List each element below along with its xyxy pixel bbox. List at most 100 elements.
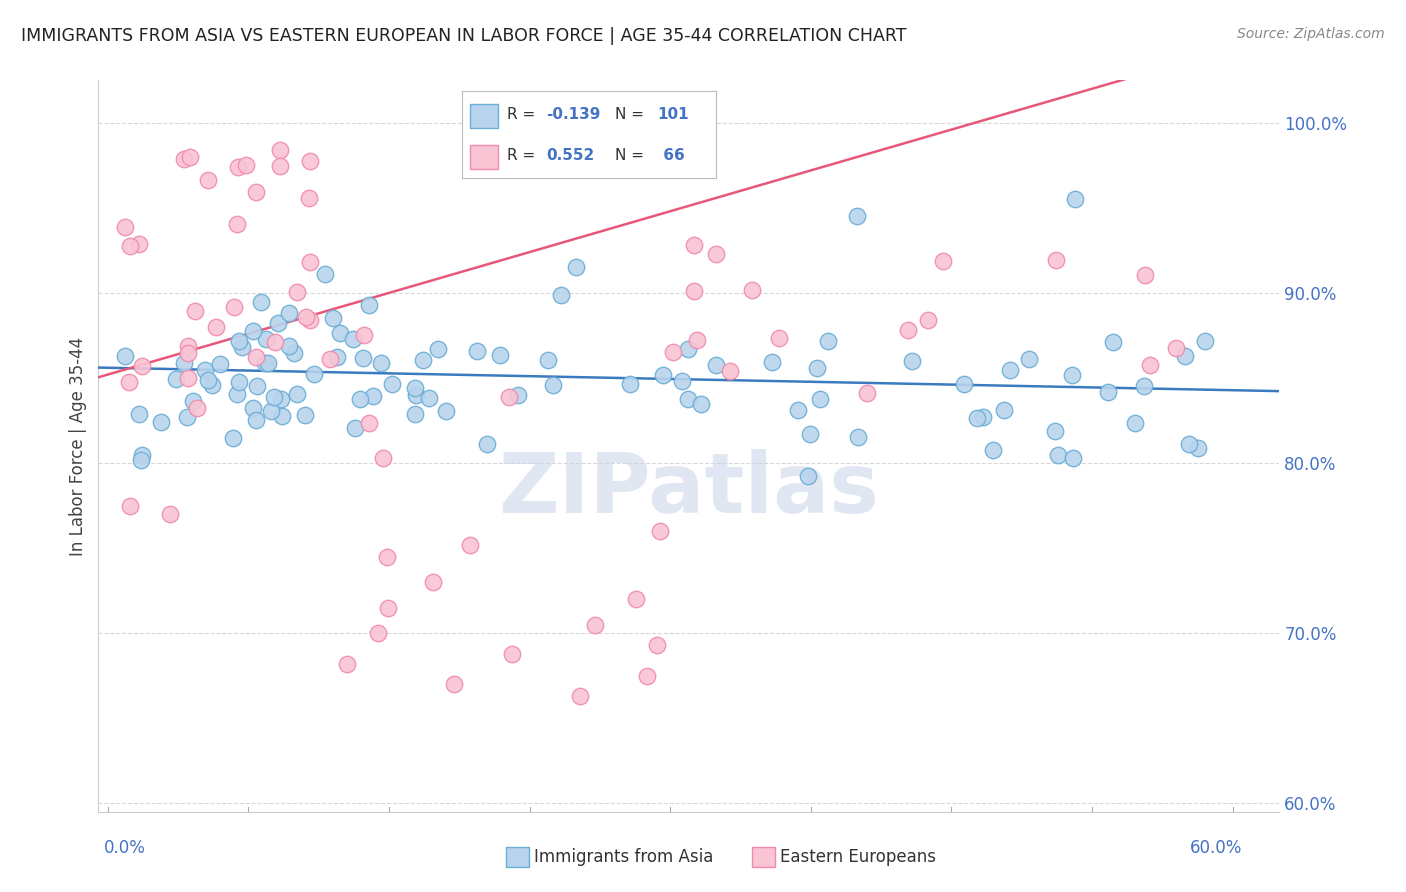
Point bbox=[568, 689, 591, 703]
Point bbox=[342, 332, 364, 346]
Point bbox=[1139, 358, 1161, 372]
Point bbox=[222, 430, 245, 444]
Point bbox=[718, 364, 741, 378]
Point bbox=[298, 191, 321, 205]
Point bbox=[226, 217, 249, 231]
Point bbox=[897, 322, 920, 336]
Point bbox=[270, 409, 292, 423]
Point bbox=[176, 410, 198, 425]
Point bbox=[564, 260, 586, 275]
Point bbox=[318, 351, 340, 366]
Point bbox=[259, 403, 281, 417]
Text: ZIPatlas: ZIPatlas bbox=[499, 450, 879, 531]
Point bbox=[298, 313, 321, 327]
Point bbox=[475, 437, 498, 451]
Text: Eastern Europeans: Eastern Europeans bbox=[780, 848, 936, 866]
Point bbox=[370, 356, 392, 370]
Point bbox=[299, 254, 322, 268]
Point bbox=[1045, 252, 1067, 267]
Point bbox=[741, 284, 763, 298]
Point bbox=[998, 363, 1021, 377]
Point bbox=[1045, 424, 1067, 438]
Point bbox=[246, 378, 269, 392]
Point bbox=[204, 319, 226, 334]
Point bbox=[434, 404, 457, 418]
Point bbox=[993, 403, 1015, 417]
Point bbox=[197, 173, 219, 187]
Point bbox=[285, 387, 308, 401]
Point bbox=[418, 391, 440, 405]
Point bbox=[114, 219, 136, 234]
Point bbox=[550, 288, 572, 302]
Point bbox=[270, 392, 292, 407]
Point bbox=[131, 359, 153, 373]
Text: IMMIGRANTS FROM ASIA VS EASTERN EUROPEAN IN LABOR FORCE | AGE 35-44 CORRELATION : IMMIGRANTS FROM ASIA VS EASTERN EUROPEAN… bbox=[21, 27, 907, 45]
Y-axis label: In Labor Force | Age 35-44: In Labor Force | Age 35-44 bbox=[69, 336, 87, 556]
Point bbox=[648, 524, 671, 538]
Point bbox=[226, 387, 249, 401]
Point bbox=[256, 356, 278, 370]
Point bbox=[652, 368, 675, 382]
Point bbox=[1064, 192, 1087, 206]
Point bbox=[1178, 437, 1201, 451]
Point bbox=[325, 351, 347, 365]
Point bbox=[404, 407, 426, 421]
Point bbox=[254, 356, 277, 370]
Point bbox=[465, 344, 488, 359]
Point bbox=[381, 376, 404, 391]
Point bbox=[128, 408, 150, 422]
Point bbox=[1062, 368, 1084, 382]
Point bbox=[1164, 341, 1187, 355]
Point bbox=[1187, 441, 1209, 455]
Point bbox=[277, 339, 299, 353]
Point bbox=[1133, 268, 1156, 282]
Point bbox=[336, 657, 359, 671]
Point bbox=[856, 385, 879, 400]
Point bbox=[768, 330, 790, 344]
Point bbox=[165, 372, 187, 386]
Point bbox=[626, 592, 648, 607]
Point bbox=[689, 397, 711, 411]
Point bbox=[263, 390, 285, 404]
Point bbox=[1174, 349, 1197, 363]
Point bbox=[352, 351, 374, 366]
Text: Source: ZipAtlas.com: Source: ZipAtlas.com bbox=[1237, 27, 1385, 41]
Point bbox=[645, 638, 668, 652]
Point bbox=[298, 153, 321, 168]
Point bbox=[683, 284, 706, 298]
Point bbox=[149, 415, 172, 429]
Point bbox=[173, 153, 195, 167]
Point bbox=[404, 381, 426, 395]
Point bbox=[242, 401, 264, 416]
Point bbox=[498, 390, 520, 404]
Point bbox=[1046, 448, 1069, 462]
Point bbox=[228, 375, 250, 389]
Point bbox=[636, 668, 658, 682]
Text: Immigrants from Asia: Immigrants from Asia bbox=[534, 848, 714, 866]
Point bbox=[245, 350, 267, 364]
Point bbox=[322, 311, 344, 326]
Point bbox=[235, 159, 257, 173]
Point bbox=[184, 303, 207, 318]
Point bbox=[806, 360, 828, 375]
Point bbox=[686, 333, 709, 347]
Point bbox=[231, 340, 253, 354]
Point bbox=[285, 285, 308, 300]
Point bbox=[808, 392, 831, 407]
Point bbox=[179, 150, 201, 164]
Point bbox=[706, 247, 728, 261]
Point bbox=[671, 375, 693, 389]
Point bbox=[181, 393, 204, 408]
Point bbox=[983, 443, 1005, 458]
Point bbox=[761, 355, 783, 369]
Point bbox=[254, 332, 277, 346]
Point bbox=[901, 353, 924, 368]
Point bbox=[343, 421, 366, 435]
Point bbox=[224, 300, 246, 314]
Point bbox=[283, 346, 305, 360]
Point bbox=[1097, 384, 1119, 399]
Point bbox=[953, 376, 976, 391]
Point bbox=[1102, 334, 1125, 349]
Point bbox=[1133, 379, 1156, 393]
Point bbox=[245, 413, 267, 427]
